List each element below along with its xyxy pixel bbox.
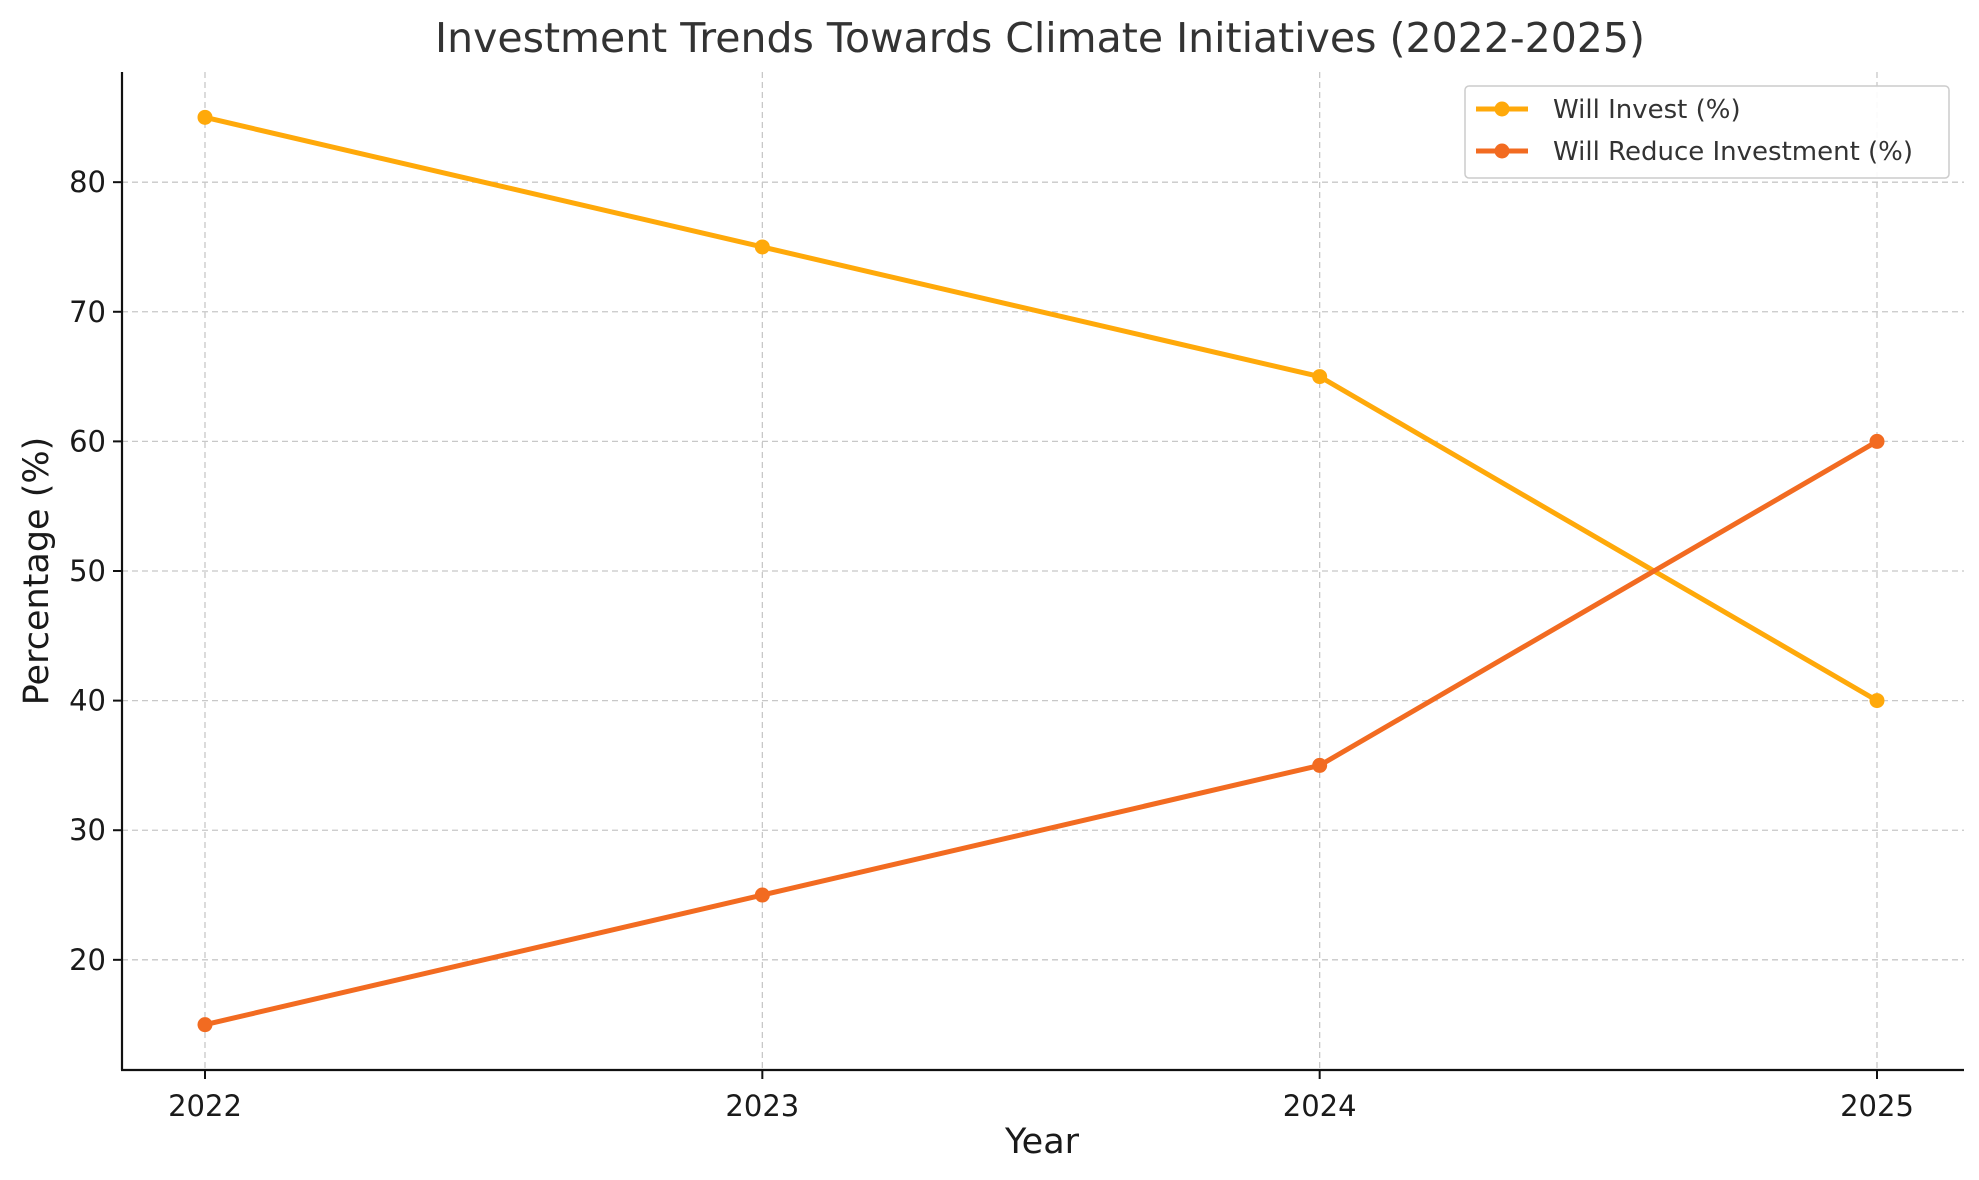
legend-marker bbox=[1494, 101, 1510, 117]
data-point bbox=[1869, 693, 1885, 709]
legend-label: Will Reduce Investment (%) bbox=[1553, 137, 1913, 167]
x-tick-label: 2024 bbox=[1283, 1089, 1357, 1123]
data-point bbox=[1312, 757, 1328, 773]
x-tick-label: 2023 bbox=[725, 1089, 799, 1123]
y-tick-label: 40 bbox=[69, 684, 106, 718]
legend-label: Will Invest (%) bbox=[1553, 95, 1741, 125]
data-point bbox=[197, 109, 213, 125]
legend-box bbox=[1464, 85, 1950, 179]
data-point bbox=[1312, 369, 1328, 385]
y-tick-label: 70 bbox=[69, 295, 106, 329]
series-line bbox=[202, 114, 1880, 704]
y-axis-ticks: 20 30 40 50 60 70 80 bbox=[69, 165, 122, 977]
data-point bbox=[1869, 433, 1885, 449]
y-tick-label: 50 bbox=[69, 554, 106, 588]
y-axis-label: Percentage (%) bbox=[17, 437, 57, 706]
y-tick-label: 30 bbox=[69, 813, 106, 847]
legend-marker bbox=[1494, 143, 1510, 159]
data-point bbox=[754, 887, 770, 903]
series-line bbox=[202, 438, 1880, 1028]
chart-title: Investment Trends Towards Climate Initia… bbox=[435, 14, 1645, 62]
legend-items: Will Invest (%) Will Reduce Investment (%… bbox=[1476, 95, 1913, 167]
y-tick-label: 20 bbox=[69, 943, 106, 977]
x-tick-label: 2025 bbox=[1840, 1089, 1914, 1123]
y-tick-label: 60 bbox=[69, 424, 106, 458]
series-layer bbox=[197, 109, 1885, 1033]
x-axis-label: Year bbox=[1004, 1122, 1080, 1162]
data-point bbox=[754, 239, 770, 255]
x-tick-label: 2022 bbox=[168, 1089, 242, 1123]
y-tick-label: 80 bbox=[69, 165, 106, 199]
series-will-reduce-investment bbox=[197, 433, 1885, 1033]
x-axis-ticks: 2022 2023 2024 2025 bbox=[168, 1070, 1914, 1123]
series-will-invest bbox=[197, 109, 1885, 709]
data-point bbox=[197, 1017, 213, 1033]
legend: Will Invest (%) Will Reduce Investment (%… bbox=[1464, 85, 1950, 179]
